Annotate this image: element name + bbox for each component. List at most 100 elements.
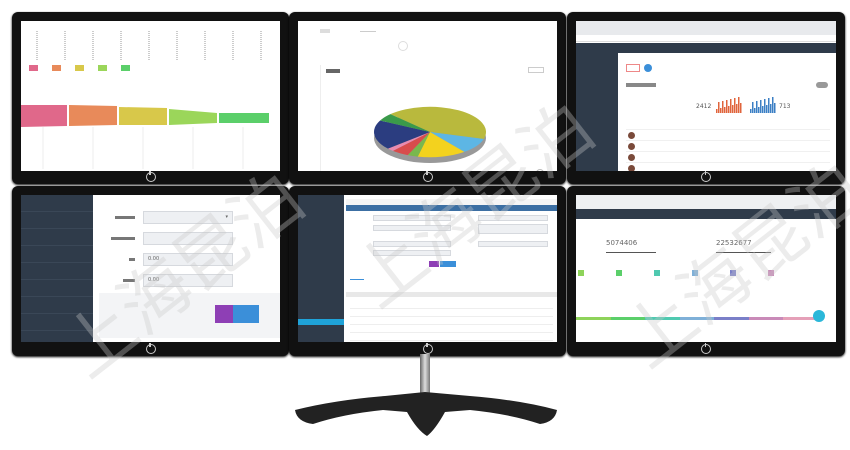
- legend-swatch[interactable]: [98, 65, 107, 71]
- sidebar-item[interactable]: [298, 270, 344, 276]
- monitor-top-right: 2412 713: [567, 12, 845, 184]
- table-row[interactable]: [350, 317, 553, 325]
- sidebar-item[interactable]: [298, 235, 344, 241]
- sidebar-item[interactable]: [298, 326, 344, 332]
- address-bar[interactable]: [576, 35, 836, 42]
- legend-swatch[interactable]: [75, 65, 84, 71]
- sidebar-item[interactable]: [298, 298, 344, 304]
- filter-chip[interactable]: [320, 29, 330, 33]
- sidebar-item[interactable]: [21, 195, 93, 212]
- sidebar-item[interactable]: [298, 221, 344, 227]
- table-row[interactable]: [350, 309, 553, 317]
- sidebar-item[interactable]: [21, 246, 93, 263]
- sidebar-item[interactable]: [21, 263, 93, 280]
- export-button[interactable]: [528, 67, 544, 73]
- power-icon: [145, 171, 156, 182]
- sidebar-item[interactable]: [298, 214, 344, 220]
- pie-slice: [430, 132, 484, 152]
- sidebar-item[interactable]: [298, 256, 344, 262]
- table-row[interactable]: [350, 333, 553, 341]
- sidebar-item[interactable]: [21, 212, 93, 229]
- browser-tabs[interactable]: [576, 21, 836, 35]
- flow-segment: [714, 317, 749, 320]
- legend-swatch[interactable]: [121, 65, 130, 71]
- sidebar-item[interactable]: [21, 297, 93, 314]
- sidebar-item[interactable]: [21, 314, 93, 331]
- stat-2: 22532677: [716, 239, 752, 247]
- browser-bar[interactable]: [576, 195, 836, 209]
- avatar: [628, 165, 635, 171]
- action-button[interactable]: [813, 310, 825, 322]
- field-readonly[interactable]: [143, 232, 233, 245]
- power-icon: [422, 343, 433, 354]
- monitor-bottom-center: [289, 186, 566, 356]
- spark-bar: [718, 102, 720, 113]
- amount-field[interactable]: 0.00: [143, 253, 233, 266]
- dashboard-screen: 2412 713: [576, 21, 836, 171]
- sidebar-item[interactable]: [298, 284, 344, 290]
- quantity-field[interactable]: 0.00: [143, 274, 233, 287]
- back-button[interactable]: [233, 305, 259, 323]
- spark-bar: [754, 108, 756, 113]
- flow-segment: [645, 317, 680, 320]
- spark-bar: [716, 109, 718, 113]
- sidebar-item[interactable]: [298, 333, 344, 339]
- table-row: [626, 152, 830, 163]
- avatar: [628, 143, 635, 150]
- power-icon: [701, 343, 711, 354]
- help-icon[interactable]: [536, 169, 544, 171]
- filter-toggle[interactable]: [398, 41, 408, 51]
- avatar: [628, 154, 635, 161]
- spark-bar: [764, 99, 766, 113]
- sidebar-item[interactable]: [298, 305, 344, 311]
- legend-swatch[interactable]: [768, 270, 774, 276]
- select-field[interactable]: ▾: [143, 211, 233, 224]
- spark-bar: [772, 97, 774, 113]
- monitor-top-center: [289, 12, 566, 184]
- sidebar-item[interactable]: [21, 229, 93, 246]
- sidebar-item[interactable]: [298, 249, 344, 255]
- flow-segment: [576, 317, 611, 320]
- spark-bar: [722, 101, 724, 113]
- sidebar-item[interactable]: [298, 263, 344, 269]
- flow-chart: [21, 31, 269, 169]
- sidebar-item[interactable]: [298, 340, 344, 342]
- sidebar-item[interactable]: [298, 312, 344, 318]
- legend-swatch[interactable]: [692, 270, 698, 276]
- sidebar-item[interactable]: [298, 242, 344, 248]
- legend-swatch[interactable]: [616, 270, 622, 276]
- legend-swatch[interactable]: [578, 270, 584, 276]
- tag[interactable]: [626, 64, 640, 72]
- legend-swatch[interactable]: [730, 270, 736, 276]
- search-button[interactable]: [429, 261, 439, 267]
- sidebar-item[interactable]: [21, 331, 93, 342]
- panel-title: [326, 69, 340, 73]
- stand-pole: [420, 354, 430, 396]
- stats-screen: 5074406 22532677: [576, 195, 836, 342]
- legend-swatch[interactable]: [29, 65, 38, 71]
- spark-bar: [762, 106, 764, 113]
- sidebar-item[interactable]: [298, 319, 344, 325]
- spark-bars: [716, 97, 776, 113]
- reset-button[interactable]: [440, 261, 456, 267]
- sidebar-item[interactable]: [298, 291, 344, 297]
- table-row[interactable]: [350, 341, 553, 342]
- legend-swatch[interactable]: [654, 270, 660, 276]
- legend-swatch[interactable]: [52, 65, 61, 71]
- sidebar-item[interactable]: [298, 228, 344, 234]
- sidebar-item[interactable]: [298, 277, 344, 283]
- pie-slice: [417, 132, 465, 158]
- toggle[interactable]: [816, 82, 828, 88]
- add-icon[interactable]: [644, 64, 652, 72]
- table-row[interactable]: [350, 325, 553, 333]
- spark-bar: [750, 109, 752, 113]
- flow-segment: [783, 317, 819, 320]
- spark-bar: [740, 103, 742, 113]
- monitor-top-left: [12, 12, 289, 184]
- monitor-bottom-right: 5074406 22532677: [567, 186, 845, 356]
- flow-segment: [748, 317, 784, 320]
- sidebar-item[interactable]: [21, 280, 93, 297]
- table-row[interactable]: [350, 301, 553, 309]
- confirm-button[interactable]: [215, 305, 233, 323]
- tab-active[interactable]: [350, 275, 364, 280]
